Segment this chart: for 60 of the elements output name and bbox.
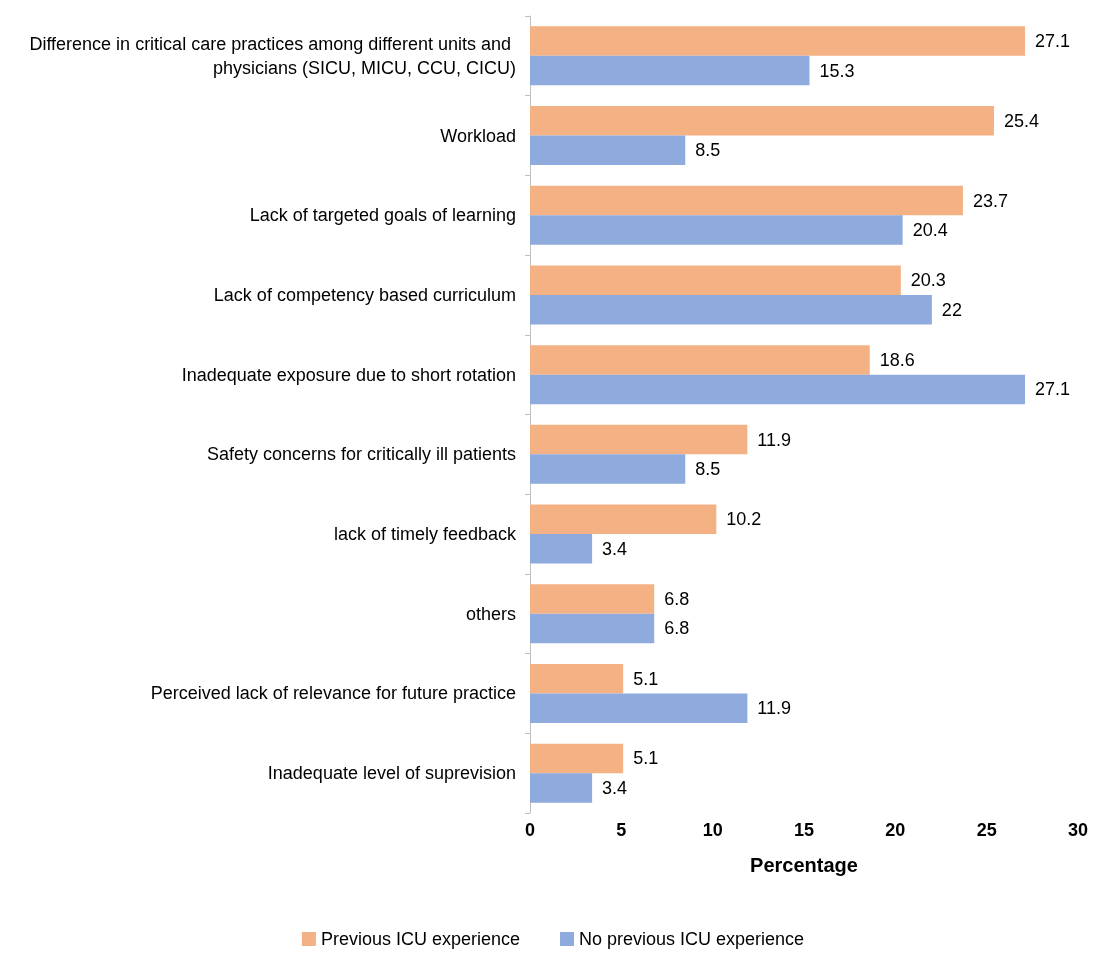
bar <box>530 504 717 535</box>
y-tick-label: Lack of targeted goals of learning <box>249 205 516 226</box>
legend-label: No previous ICU experience <box>578 929 805 949</box>
bar <box>530 374 1026 405</box>
y-tick-label: Lack of competency based curriculum <box>213 284 516 305</box>
x-tick-label: 5 <box>616 820 627 840</box>
bar <box>530 265 901 295</box>
bar <box>530 135 686 166</box>
x-tick-label: 30 <box>1067 820 1089 840</box>
data-label: 3.4 <box>602 777 628 798</box>
bar <box>530 55 810 86</box>
bar <box>530 534 593 564</box>
y-tick-label: Perceived lack of relevance for future practice <box>150 683 516 704</box>
data-label: 11.9 <box>757 698 792 719</box>
bar <box>530 693 748 723</box>
data-label: 3.4 <box>602 538 628 559</box>
bar <box>530 613 655 644</box>
data-label: 23.7 <box>972 190 1008 211</box>
bar <box>530 743 624 774</box>
y-tick-label: Difference in critical care practices among different units and physicians (SICU, MICU, CCU, CICU) <box>29 33 516 78</box>
data-label: 25.4 <box>1003 110 1040 131</box>
data-label: 27.1 <box>1035 31 1071 52</box>
data-label: 5.1 <box>633 748 659 769</box>
data-label: 22 <box>941 299 962 320</box>
y-tick-label: Inadequate level of suprevision <box>267 763 516 784</box>
bar <box>530 215 903 245</box>
data-label: 10.2 <box>726 509 762 530</box>
bar <box>530 185 963 216</box>
y-tick-label: lack of timely feedback <box>333 524 517 545</box>
y-tick-label: Workload <box>440 125 516 146</box>
data-label: 6.8 <box>664 589 690 610</box>
data-label: 6.8 <box>664 618 690 639</box>
legend-label: Previous ICU experience <box>320 929 520 949</box>
data-label: 27.1 <box>1035 379 1071 400</box>
data-label: 8.5 <box>695 459 721 480</box>
x-tick-label: 20 <box>885 820 906 840</box>
x-tick-label: 25 <box>976 820 997 840</box>
bar <box>530 26 1026 56</box>
data-label: 18.6 <box>879 349 915 370</box>
data-label: 5.1 <box>633 668 659 689</box>
bar <box>530 294 932 325</box>
data-label: 8.5 <box>695 140 721 161</box>
data-label: 15.3 <box>819 60 855 81</box>
x-tick-label: 0 <box>524 820 536 840</box>
x-tick-label: 15 <box>793 820 815 840</box>
data-label: 20.3 <box>910 270 946 291</box>
x-tick-label: 10 <box>702 820 723 840</box>
bar <box>530 345 870 375</box>
bar <box>530 454 686 484</box>
y-tick-label: others <box>465 603 516 624</box>
bar <box>530 106 994 136</box>
x-axis-title: Percentage <box>750 854 858 876</box>
y-tick-label: Inadequate exposure due to short rotation <box>181 364 516 385</box>
data-label: 11.9 <box>757 429 792 450</box>
y-tick-label: Safety concerns for critically ill patients <box>206 444 516 465</box>
bar <box>530 584 655 614</box>
bar <box>530 424 748 455</box>
bar <box>530 773 593 803</box>
bar <box>530 663 624 694</box>
data-label: 20.4 <box>912 219 948 240</box>
